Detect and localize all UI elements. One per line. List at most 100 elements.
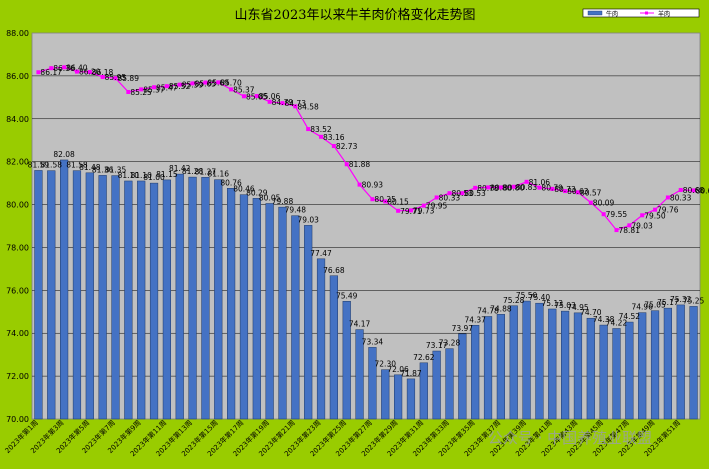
mutton-point (306, 127, 311, 132)
mutton-value-label: 85.06 (259, 92, 281, 101)
mutton-point (229, 87, 234, 92)
beef-bar (47, 170, 56, 420)
beef-value-label: 75.49 (336, 291, 358, 300)
mutton-value-label: 79.73 (413, 206, 435, 215)
mutton-value-label: 79.03 (631, 221, 653, 230)
mutton-point (293, 104, 298, 109)
mutton-value-label: 82.73 (336, 142, 358, 151)
legend: 牛肉 羊肉 (582, 8, 700, 18)
mutton-point (100, 74, 105, 79)
mutton-point (113, 76, 118, 81)
mutton-point (408, 208, 413, 213)
beef-value-label: 81.58 (41, 161, 63, 170)
beef-value-label: 72.30 (375, 360, 397, 369)
watermark: 公众号 · 中国养殖业联盟 (488, 429, 652, 447)
mutton-point (396, 208, 401, 213)
beef-bar (522, 300, 531, 420)
mutton-value-label: 80.15 (387, 197, 409, 206)
beef-bar (496, 314, 505, 420)
mutton-point (190, 81, 195, 86)
mutton-value-label: 80.79 (541, 184, 563, 193)
beef-value-label: 75.05 (644, 301, 666, 310)
mutton-point (267, 99, 272, 104)
beef-bar (149, 182, 159, 420)
mutton-point (254, 94, 259, 99)
legend-label-beef: 牛肉 (606, 10, 618, 18)
beef-bar (111, 175, 120, 420)
mutton-value-label: 84.73 (285, 99, 307, 108)
mutton-value-label: 81.88 (349, 160, 371, 169)
beef-bar (432, 350, 441, 420)
mutton-value-label: 80.33 (670, 193, 692, 202)
mutton-value-label: 80.83 (516, 183, 538, 192)
beef-value-label: 81.15 (156, 170, 178, 179)
beef-value-label: 75.17 (657, 298, 679, 307)
beef-bar (548, 308, 557, 420)
beef-value-label: 73.97 (452, 324, 474, 333)
y-tick-label: 78.00 (6, 243, 29, 252)
beef-value-label: 79.48 (285, 206, 307, 215)
beef-value-label: 80.46 (233, 185, 255, 194)
mutton-point (486, 185, 491, 190)
mutton-point (678, 187, 683, 192)
legend-label-mutton: 羊肉 (658, 10, 670, 18)
beef-bar (278, 206, 287, 420)
mutton-value-label: 80.73 (554, 185, 576, 194)
beef-bar (650, 310, 660, 420)
beef-value-label: 81.42 (169, 164, 191, 173)
mutton-point (691, 188, 696, 193)
mutton-value-label: 85.37 (143, 85, 165, 94)
y-tick-label: 86.00 (6, 72, 29, 81)
beef-bar (406, 378, 416, 420)
beef-value-label: 74.70 (580, 308, 602, 317)
mutton-point (524, 179, 529, 184)
beef-value-label: 73.17 (426, 341, 448, 350)
beef-value-label: 81.36 (92, 165, 114, 174)
mutton-point (460, 191, 465, 196)
beef-value-label: 81.48 (79, 163, 101, 172)
beef-bar (265, 203, 274, 420)
mutton-point (575, 190, 580, 195)
mutton-value-label: 83.52 (310, 125, 332, 134)
beef-value-label: 74.52 (619, 312, 641, 321)
beef-bar (419, 362, 428, 420)
beef-bar (573, 312, 583, 420)
mutton-point (421, 203, 426, 208)
beef-bar (561, 310, 570, 420)
mutton-value-label: 80.33 (439, 193, 461, 202)
mutton-value-label: 80.09 (593, 199, 615, 208)
mutton-value-label: 86.17 (40, 68, 62, 77)
beef-value-label: 74.22 (606, 319, 628, 328)
y-tick-label: 88.00 (6, 29, 29, 38)
beef-value-label: 74.95 (567, 303, 589, 312)
mutton-point (550, 186, 555, 191)
beef-bar (445, 348, 454, 420)
mutton-point (511, 184, 516, 189)
beef-value-label: 74.96 (631, 303, 653, 312)
beef-bar (586, 317, 595, 420)
beef-value-label: 73.28 (439, 339, 461, 348)
mutton-series-line (38, 66, 694, 231)
y-tick-label: 76.00 (6, 286, 29, 295)
beef-value-label: 81.35 (105, 166, 127, 175)
beef-value-label: 75.50 (516, 291, 538, 300)
beef-bar (663, 307, 672, 420)
beef-bar (329, 275, 338, 420)
beef-value-label: 75.40 (529, 293, 551, 302)
beef-bar (599, 324, 608, 420)
mutton-value-label: 85.70 (220, 78, 242, 87)
beef-bar (214, 179, 223, 420)
mutton-value-label: 84.58 (297, 102, 319, 111)
mutton-value-label: 81.06 (529, 178, 551, 187)
mutton-value-label: 84.79 (272, 98, 294, 107)
beef-bar (368, 347, 377, 420)
beef-bar (676, 304, 685, 420)
beef-bar (394, 374, 403, 420)
beef-bar (72, 170, 82, 420)
beef-value-label: 72.06 (387, 365, 409, 374)
mutton-point (473, 185, 478, 190)
mutton-value-label: 80.53 (452, 189, 474, 198)
mutton-value-label: 85.65 (195, 79, 217, 88)
mutton-value-label: 85.59 (182, 81, 204, 90)
mutton-point (36, 70, 41, 75)
